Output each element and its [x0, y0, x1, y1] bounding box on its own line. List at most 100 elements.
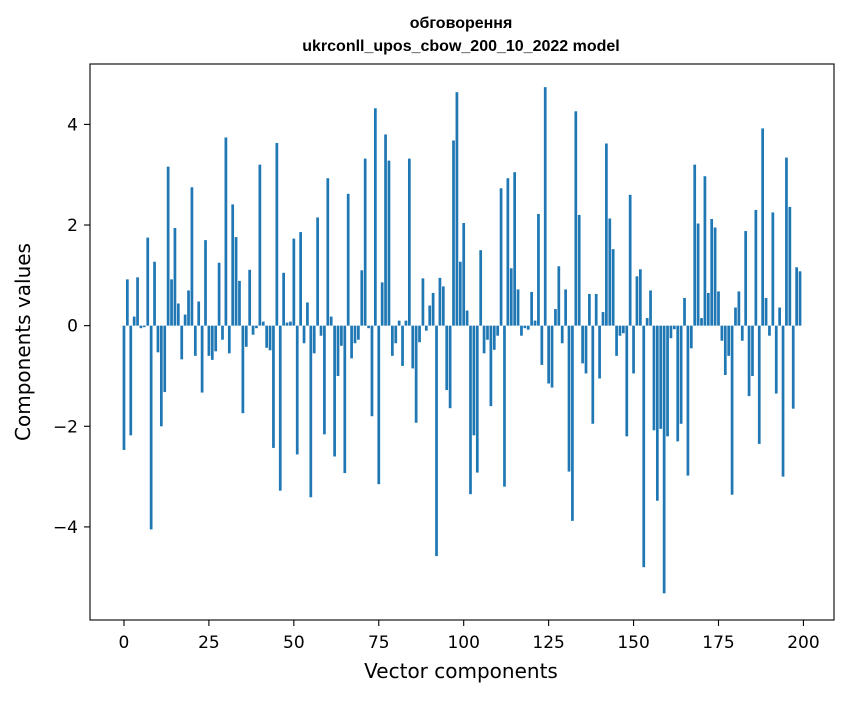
bar-132: [571, 325, 574, 521]
bar-124: [543, 87, 547, 326]
bar-80: [394, 325, 398, 344]
bar-144: [611, 249, 615, 326]
bar-140: [598, 325, 601, 379]
bar-88: [421, 278, 425, 326]
bar-199: [798, 271, 802, 326]
bar-29: [221, 325, 224, 340]
bar-60: [326, 178, 330, 326]
bar-113: [506, 178, 510, 326]
bar-139: [594, 293, 598, 326]
chart-title-line2: ukrconll_upos_cbow_200_10_2022 model: [302, 38, 619, 55]
bar-186: [754, 209, 758, 326]
bar-58: [319, 325, 323, 336]
bar-55: [309, 325, 313, 498]
bar-53: [302, 325, 306, 344]
bar-120: [530, 291, 533, 326]
bar-81: [397, 320, 401, 326]
bar-150: [632, 325, 635, 374]
bar-20: [190, 187, 194, 326]
y-tick-label: −2: [53, 417, 78, 437]
bar-90: [428, 305, 432, 326]
bar-37: [248, 269, 252, 326]
bar-7: [146, 237, 150, 326]
bar-1: [126, 279, 129, 326]
bar-24: [204, 240, 207, 326]
bar-172: [706, 292, 710, 326]
bar-62: [333, 325, 336, 457]
bar-171: [703, 176, 707, 326]
bar-11: [159, 325, 163, 427]
bar-153: [642, 325, 646, 568]
bar-51: [295, 325, 299, 455]
bar-127: [554, 309, 557, 326]
bar-22: [197, 301, 201, 326]
bar-185: [751, 325, 754, 376]
x-tick-label: 175: [702, 633, 734, 653]
y-axis-label: Components values: [11, 243, 35, 441]
bar-106: [482, 325, 486, 354]
bar-40: [258, 164, 262, 326]
bar-195: [785, 157, 788, 326]
bar-72: [367, 325, 370, 329]
bar-23: [200, 325, 204, 393]
bar-64: [340, 325, 343, 346]
bar-75: [377, 325, 381, 485]
bar-78: [387, 160, 391, 326]
bar-175: [717, 291, 720, 326]
bar-56: [312, 325, 316, 354]
bar-128: [557, 266, 561, 326]
bar-188: [761, 128, 765, 326]
bar-122: [537, 213, 540, 326]
bar-54: [306, 302, 309, 326]
bar-38: [251, 325, 255, 335]
bar-42: [265, 325, 269, 348]
bar-133: [574, 111, 578, 326]
bar-12: [163, 325, 167, 393]
bar-193: [778, 307, 781, 326]
bar-189: [764, 297, 768, 326]
bar-63: [336, 325, 340, 376]
bar-157: [655, 325, 659, 501]
x-axis-label: Vector components: [364, 659, 558, 683]
bar-198: [795, 267, 798, 326]
bar-25: [207, 325, 211, 356]
bar-129: [560, 325, 564, 344]
bar-84: [407, 158, 411, 326]
bar-117: [520, 325, 523, 336]
bar-83: [404, 320, 408, 326]
bar-180: [734, 307, 737, 326]
bar-41: [261, 321, 265, 326]
bar-35: [241, 325, 245, 414]
bar-98: [455, 92, 459, 326]
bar-4: [136, 277, 139, 326]
bar-65: [343, 325, 347, 474]
bar-182: [740, 325, 744, 341]
bar-165: [683, 297, 686, 326]
bar-170: [700, 318, 703, 326]
bar-136: [584, 325, 588, 374]
bar-71: [363, 158, 367, 326]
bar-19: [187, 290, 190, 326]
bar-181: [737, 291, 741, 326]
bar-48: [285, 322, 289, 326]
bar-197: [791, 325, 795, 409]
bar-173: [710, 218, 714, 326]
bar-148: [625, 325, 629, 437]
bar-57: [316, 217, 319, 326]
bar-50: [292, 238, 296, 326]
bar-30: [224, 137, 228, 326]
bar-43: [268, 325, 272, 351]
bar-168: [693, 164, 697, 326]
bar-93: [438, 277, 442, 326]
bar-67: [350, 325, 353, 359]
bar-36: [244, 325, 248, 347]
bar-196: [788, 206, 792, 326]
bar-169: [696, 223, 700, 326]
bar-27: [214, 325, 218, 352]
bar-108: [489, 325, 493, 407]
x-tick-label: 150: [617, 633, 649, 653]
bar-77: [384, 134, 387, 326]
bar-187: [757, 325, 761, 444]
bar-184: [747, 325, 751, 397]
